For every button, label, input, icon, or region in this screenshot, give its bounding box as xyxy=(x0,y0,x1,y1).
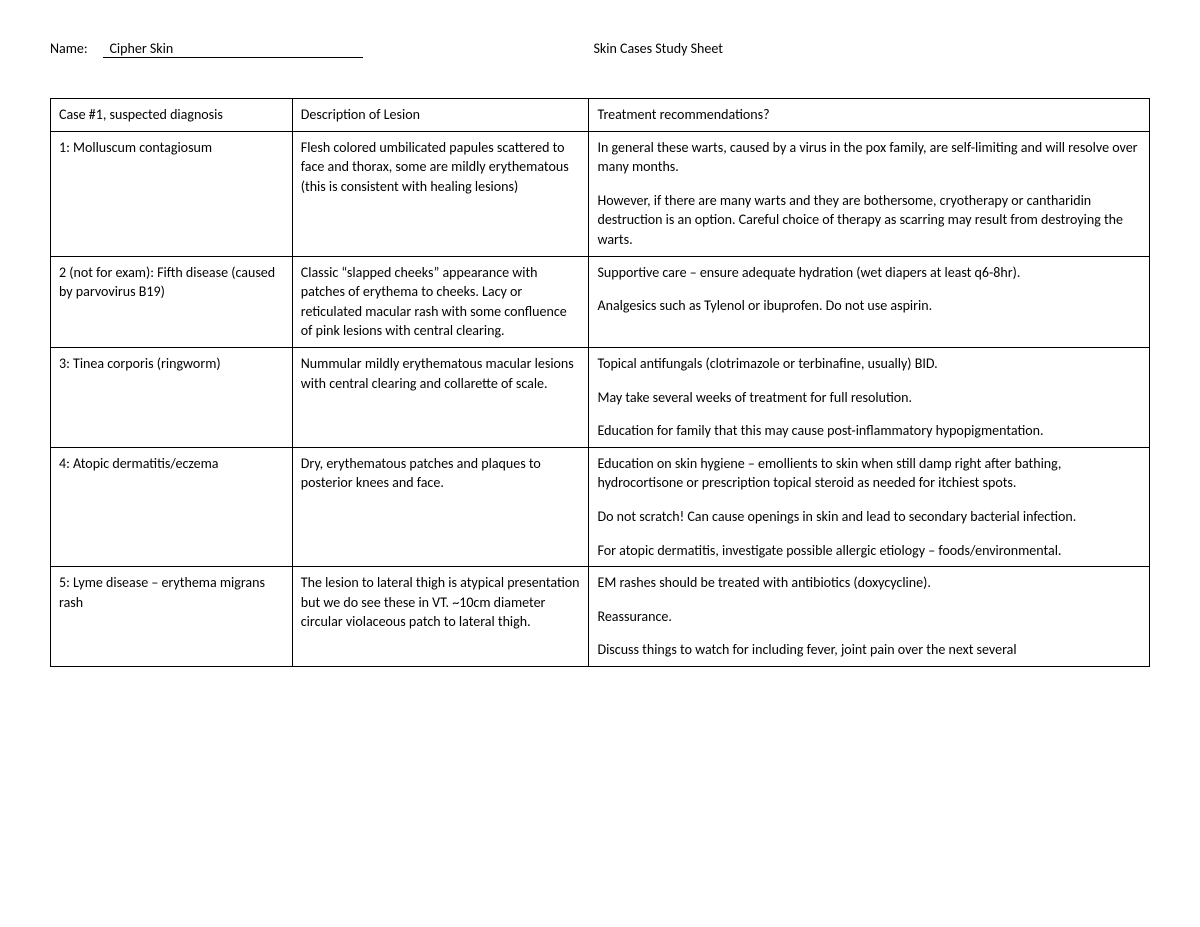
cell-case: 2 (not for exam): Fifth disease (caused … xyxy=(51,256,293,347)
cell-description: Dry, erythematous patches and plaques to… xyxy=(292,447,589,566)
cell-description: Nummular mildly erythematous macular les… xyxy=(292,347,589,447)
page-title: Skin Cases Study Sheet xyxy=(593,40,722,58)
treatment-paragraph: May take several weeks of treatment for … xyxy=(597,388,1141,408)
description-paragraph: Nummular mildly erythematous macular les… xyxy=(301,354,581,393)
treatment-paragraph: In general these warts, caused by a viru… xyxy=(597,138,1141,177)
cell-treatment: Topical antifungals (clotrimazole or ter… xyxy=(589,347,1150,447)
table-row: 5: Lyme disease – erythema migrans rashT… xyxy=(51,567,1150,667)
description-paragraph: Classic “slapped cheeks” appearance with… xyxy=(301,263,581,341)
treatment-paragraph: EM rashes should be treated with antibio… xyxy=(597,573,1141,593)
cell-treatment: Education on skin hygiene – emollients t… xyxy=(589,447,1150,566)
cell-case: 5: Lyme disease – erythema migrans rash xyxy=(51,567,293,667)
treatment-paragraph: Education on skin hygiene – emollients t… xyxy=(597,454,1141,493)
treatment-paragraph: Do not scratch! Can cause openings in sk… xyxy=(597,507,1141,527)
treatment-paragraph: For atopic dermatitis, investigate possi… xyxy=(597,541,1141,561)
table-row: 4: Atopic dermatitis/eczemaDry, erythema… xyxy=(51,447,1150,566)
name-value: Cipher Skin xyxy=(103,40,363,58)
name-field: Name: Cipher Skin xyxy=(50,40,363,58)
study-table: Case #1, suspected diagnosis Description… xyxy=(50,98,1150,667)
name-label: Name: xyxy=(50,40,88,57)
treatment-paragraph: Supportive care – ensure adequate hydrat… xyxy=(597,263,1141,283)
cell-description: The lesion to lateral thigh is atypical … xyxy=(292,567,589,667)
cell-description: Flesh colored umbilicated papules scatte… xyxy=(292,131,589,256)
table-header-row: Case #1, suspected diagnosis Description… xyxy=(51,99,1150,132)
cell-case: 3: Tinea corporis (ringworm) xyxy=(51,347,293,447)
cell-case: 4: Atopic dermatitis/eczema xyxy=(51,447,293,566)
description-paragraph: Flesh colored umbilicated papules scatte… xyxy=(301,138,581,197)
table-row: 3: Tinea corporis (ringworm)Nummular mil… xyxy=(51,347,1150,447)
table-row: 2 (not for exam): Fifth disease (caused … xyxy=(51,256,1150,347)
treatment-paragraph: Reassurance. xyxy=(597,607,1141,627)
description-paragraph: Dry, erythematous patches and plaques to… xyxy=(301,454,581,493)
name-underline-spacer xyxy=(88,40,104,57)
cell-treatment: EM rashes should be treated with antibio… xyxy=(589,567,1150,667)
treatment-paragraph: Discuss things to watch for including fe… xyxy=(597,640,1141,660)
header-treatment: Treatment recommendations? xyxy=(589,99,1150,132)
description-paragraph: The lesion to lateral thigh is atypical … xyxy=(301,573,581,632)
treatment-paragraph: However, if there are many warts and the… xyxy=(597,191,1141,250)
cell-description: Classic “slapped cheeks” appearance with… xyxy=(292,256,589,347)
page-header: Name: Cipher Skin Skin Cases Study Sheet xyxy=(50,40,1150,58)
table-row: 1: Molluscum contagiosumFlesh colored um… xyxy=(51,131,1150,256)
cell-treatment: Supportive care – ensure adequate hydrat… xyxy=(589,256,1150,347)
treatment-paragraph: Analgesics such as Tylenol or ibuprofen.… xyxy=(597,296,1141,316)
treatment-paragraph: Education for family that this may cause… xyxy=(597,421,1141,441)
cell-case: 1: Molluscum contagiosum xyxy=(51,131,293,256)
header-description: Description of Lesion xyxy=(292,99,589,132)
cell-treatment: In general these warts, caused by a viru… xyxy=(589,131,1150,256)
treatment-paragraph: Topical antifungals (clotrimazole or ter… xyxy=(597,354,1141,374)
header-case: Case #1, suspected diagnosis xyxy=(51,99,293,132)
